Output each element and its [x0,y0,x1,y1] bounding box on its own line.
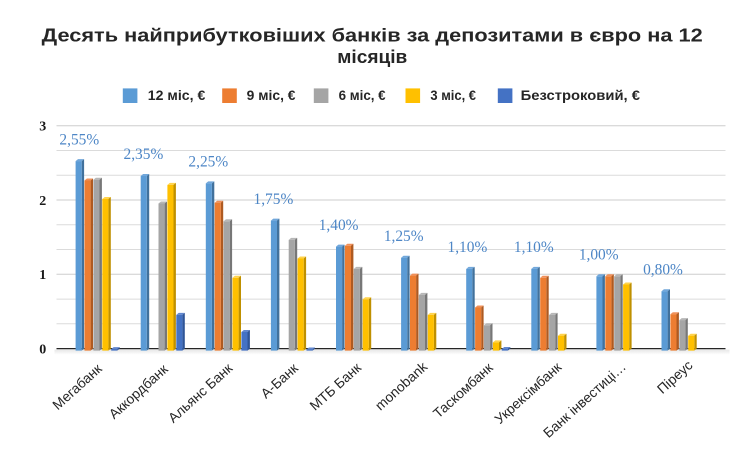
svg-text:Десять найприбутковіших банків: Десять найприбутковіших банків за депози… [42,26,703,46]
svg-text:6 міс, €: 6 міс, € [339,88,386,103]
svg-text:1,25%: 1,25% [384,228,424,245]
svg-text:0: 0 [39,343,46,358]
svg-text:9 міс, €: 9 міс, € [247,88,296,103]
svg-text:12 міс, €: 12 міс, € [148,88,206,103]
svg-text:1,75%: 1,75% [254,191,294,208]
svg-text:Безстроковий, €: Безстроковий, € [521,88,641,103]
svg-text:1,00%: 1,00% [579,247,619,264]
svg-text:2,35%: 2,35% [124,146,164,163]
svg-text:1,10%: 1,10% [448,239,488,256]
svg-text:2,55%: 2,55% [59,131,99,148]
svg-text:3 міс, €: 3 міс, € [430,88,476,103]
svg-text:3: 3 [39,120,46,135]
svg-text:0,80%: 0,80% [643,261,683,278]
svg-text:1: 1 [39,268,46,283]
svg-text:1,40%: 1,40% [319,217,359,234]
svg-text:2,25%: 2,25% [188,154,228,171]
svg-text:місяців: місяців [337,47,407,67]
svg-text:2: 2 [39,194,46,209]
svg-text:1,10%: 1,10% [514,239,554,256]
